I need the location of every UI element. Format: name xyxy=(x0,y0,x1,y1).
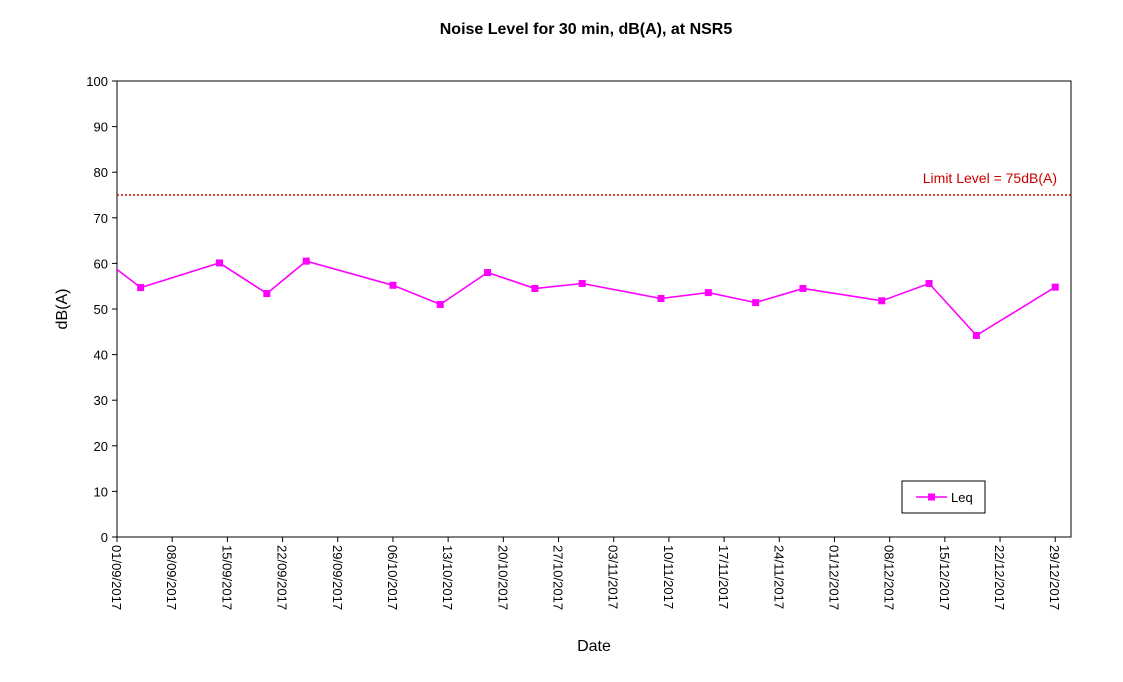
data-point xyxy=(925,279,933,287)
x-tick-label: 22/12/2017 xyxy=(992,545,1007,610)
data-point xyxy=(137,284,145,292)
y-tick-label: 90 xyxy=(94,120,108,135)
data-point xyxy=(389,281,397,289)
data-point xyxy=(436,300,444,308)
x-tick-label: 24/11/2017 xyxy=(771,545,786,609)
legend: Leq xyxy=(901,480,986,514)
legend-label-leq: Leq xyxy=(951,490,973,505)
data-point xyxy=(1051,283,1059,291)
x-axis-label: Date xyxy=(577,638,611,655)
x-tick-label: 20/10/2017 xyxy=(495,545,510,610)
x-axis: 01/09/2017 08/09/2017 15/09/2017 22/09/2017… xyxy=(109,537,1062,610)
data-point xyxy=(752,299,760,307)
x-tick-label: 15/09/2017 xyxy=(219,545,234,610)
y-tick-label: 20 xyxy=(94,439,108,454)
x-tick-label: 13/10/2017 xyxy=(440,545,455,610)
data-point xyxy=(484,269,492,277)
x-tick-label: 27/10/2017 xyxy=(551,545,566,610)
x-tick-label: 29/12/2017 xyxy=(1047,545,1062,610)
y-axis: 0 10 20 30 40 50 60 70 80 90 100 xyxy=(86,74,117,545)
x-tick-label: 10/11/2017 xyxy=(661,545,676,609)
data-point xyxy=(878,297,886,305)
y-tick-label: 50 xyxy=(94,302,108,317)
y-axis-label: dB(A) xyxy=(54,289,71,330)
data-point xyxy=(531,284,539,292)
x-tick-label: 22/09/2017 xyxy=(275,545,290,610)
y-tick-label: 100 xyxy=(86,74,108,89)
x-tick-label: 29/09/2017 xyxy=(330,545,345,610)
y-tick-label: 0 xyxy=(101,530,108,545)
chart-title: Noise Level for 30 min, dB(A), at NSR5 xyxy=(440,21,733,38)
data-point xyxy=(578,279,586,287)
data-point xyxy=(657,295,665,303)
series-line-leq xyxy=(117,260,1056,337)
data-point xyxy=(263,289,271,297)
series-layer xyxy=(117,257,1059,339)
data-point xyxy=(215,259,223,267)
plot-area xyxy=(116,80,1072,538)
x-tick-label: 03/11/2017 xyxy=(606,545,621,609)
x-tick-label: 15/12/2017 xyxy=(937,545,952,610)
data-point xyxy=(799,284,807,292)
y-tick-label: 70 xyxy=(94,211,108,226)
x-tick-label: 01/09/2017 xyxy=(109,545,124,610)
reference-lines: Limit Level = 75dB(A) xyxy=(117,170,1071,196)
x-tick-label: 06/10/2017 xyxy=(385,545,400,610)
y-tick-label: 80 xyxy=(94,165,108,180)
x-tick-label: 17/11/2017 xyxy=(716,545,731,609)
x-tick-label: 01/12/2017 xyxy=(826,545,841,610)
data-point xyxy=(972,331,980,339)
y-tick-label: 10 xyxy=(94,484,108,499)
limit-label: Limit Level = 75dB(A) xyxy=(923,170,1057,186)
y-tick-label: 40 xyxy=(94,348,108,363)
x-tick-label: 08/12/2017 xyxy=(882,545,897,610)
data-point xyxy=(704,289,712,297)
y-tick-label: 30 xyxy=(94,393,108,408)
data-point xyxy=(302,257,310,265)
x-tick-label: 08/09/2017 xyxy=(164,545,179,610)
y-tick-label: 60 xyxy=(94,256,108,271)
legend-marker-leq xyxy=(928,493,935,501)
